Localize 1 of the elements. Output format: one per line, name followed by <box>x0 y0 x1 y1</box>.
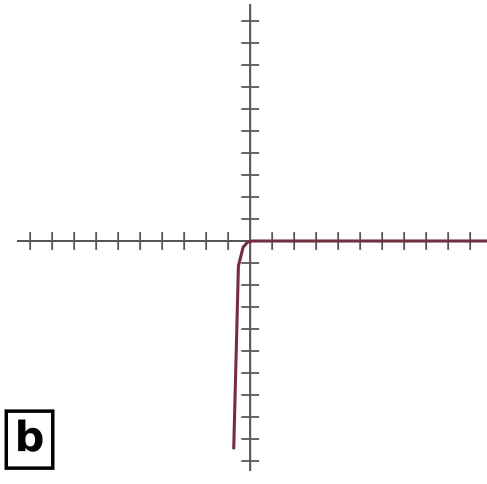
annotation: b <box>18 419 43 452</box>
